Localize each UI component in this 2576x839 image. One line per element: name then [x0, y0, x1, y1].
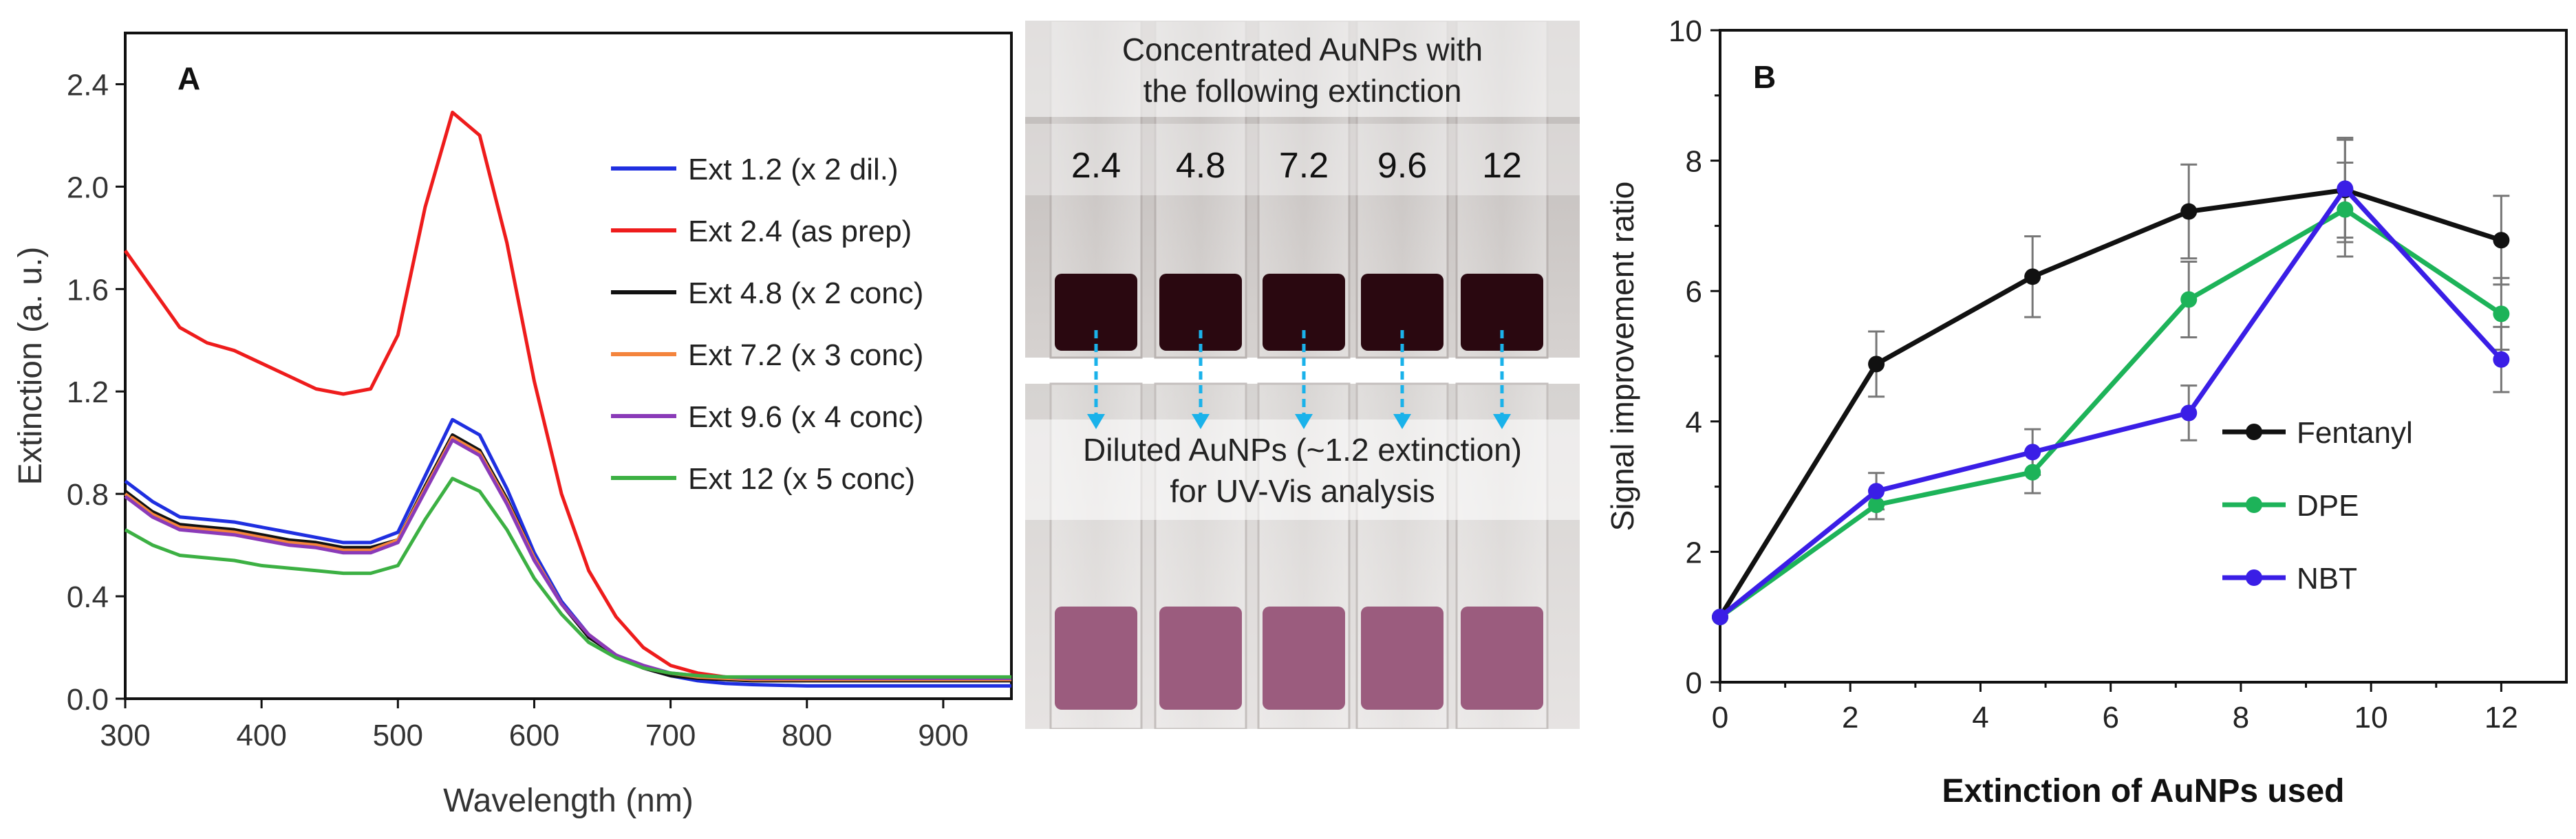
- panel-label-a: A: [178, 61, 200, 96]
- legend-label-b: Fentanyl: [2297, 416, 2413, 450]
- y-axis-title-b: Signal improvement ratio: [1604, 182, 1640, 532]
- dilution-arrowhead: [1192, 414, 1210, 429]
- y-tick-label-a: 2.0: [67, 171, 109, 204]
- plot-frame-b: [1719, 29, 2568, 684]
- x-tick-label-a: 400: [236, 719, 286, 752]
- data-point-b: [2024, 444, 2041, 461]
- vial-liquid-diluted: [1263, 607, 1345, 710]
- x-tick-label-a: 700: [645, 719, 696, 752]
- y-axis-title-a: Extinction (a. u.): [12, 247, 49, 486]
- legend-marker-b: [2246, 424, 2262, 440]
- legend-label-a: Ext 9.6 (x 4 conc): [688, 400, 923, 434]
- series-line-b: [1718, 207, 2503, 620]
- vial-label-5: 12: [1482, 146, 1522, 186]
- x-axis-title-b: Extinction of AuNPs used: [1942, 773, 2345, 809]
- vial-liquid-diluted: [1461, 607, 1543, 710]
- data-point-b: [2337, 201, 2354, 218]
- x-tick-label-b: 12: [2484, 701, 2518, 734]
- series-line-a: [124, 417, 1011, 688]
- legend-label-a: Ext 7.2 (x 3 conc): [688, 338, 923, 372]
- series-line-b: [1718, 186, 2503, 619]
- y-tick-label-b: 4: [1686, 406, 1702, 439]
- series-line-b: [1718, 187, 2502, 619]
- vial-liquid-concentrated: [1055, 274, 1137, 351]
- legend-label-a: Ext 12 (x 5 conc): [688, 462, 915, 496]
- vial-label-3: 7.2: [1279, 146, 1329, 186]
- x-tick-label-a: 300: [100, 719, 150, 752]
- x-tick-label-a: 600: [509, 719, 559, 752]
- plot-frame-a: [124, 32, 1013, 700]
- data-point-b: [1868, 356, 1885, 373]
- data-point-b: [2493, 232, 2510, 249]
- data-point-b: [2024, 268, 2041, 285]
- y-tick-label-b: 10: [1668, 14, 1702, 48]
- y-tick-label-a: 0.0: [67, 683, 109, 717]
- x-tick-label-a: 900: [918, 719, 968, 752]
- legend-label-b: DPE: [2297, 489, 2359, 523]
- vial-label-2: 4.8: [1176, 146, 1225, 186]
- y-tick-label-a: 1.2: [67, 375, 109, 409]
- y-tick-label-a: 2.4: [67, 68, 109, 102]
- top-caption-line1: Concentrated AuNPs with: [1122, 32, 1483, 67]
- x-tick-label-b: 6: [2102, 701, 2118, 734]
- legend-label-b: NBT: [2297, 562, 2357, 596]
- data-point-b: [2024, 464, 2041, 481]
- bottom-caption-line2: for UV-Vis analysis: [1170, 473, 1435, 509]
- y-tick-label-b: 6: [1686, 275, 1702, 309]
- x-tick-label-b: 0: [1712, 701, 1728, 734]
- vial-photo: Concentrated AuNPs with the following ex…: [1025, 21, 1580, 729]
- y-tick-label-b: 8: [1686, 145, 1702, 179]
- data-point-b: [1712, 609, 1728, 626]
- series-line-a: [124, 477, 1011, 679]
- y-tick-label-b: 0: [1686, 666, 1702, 700]
- panel-label-b: B: [1753, 59, 1776, 95]
- x-tick-label-a: 500: [373, 719, 423, 752]
- legend-label-a: Ext 4.8 (x 2 conc): [688, 276, 923, 310]
- data-point-b: [2493, 305, 2510, 323]
- data-point-b: [2493, 351, 2510, 368]
- chart-panel-a: 0.0 0.4 0.8 1.2 1.6 2.0 2.4 300 400 500 600 700 800 9…: [12, 32, 1013, 819]
- vial-liquid-concentrated: [1263, 274, 1345, 351]
- x-tick-label-b: 4: [1972, 701, 1988, 734]
- data-point-b: [2180, 203, 2198, 220]
- x-tick-label-b: 10: [2354, 701, 2388, 734]
- dilution-arrowhead: [1087, 414, 1105, 429]
- vial-label-4: 9.6: [1377, 146, 1427, 186]
- vial-liquid-concentrated: [1159, 274, 1242, 351]
- bottom-caption-line1: Diluted AuNPs (~1.2 extinction): [1083, 432, 1522, 468]
- vial-liquid-diluted: [1055, 607, 1137, 710]
- x-axis-title-a: Wavelength (nm): [443, 783, 694, 819]
- legend-marker-b: [2246, 497, 2262, 513]
- vial-liquid-diluted: [1361, 607, 1443, 710]
- chart-panel-b: 0 2 4 6 8 10 0 2 4 6 8 10 12 Extinction of AuNPs used…: [1604, 14, 2568, 809]
- data-point-b: [2337, 180, 2354, 197]
- dilution-arrowhead: [1295, 414, 1313, 429]
- vial-label-1: 2.4: [1071, 146, 1121, 186]
- series-line-a: [123, 110, 1011, 680]
- data-point-b: [1868, 483, 1885, 500]
- legend-label-a: Ext 1.2 (x 2 dil.): [688, 153, 899, 186]
- y-tick-label-a: 1.6: [67, 273, 109, 307]
- legend-marker-b: [2246, 569, 2262, 586]
- x-tick-label-a: 800: [782, 719, 832, 752]
- dilution-arrowhead: [1393, 414, 1411, 429]
- top-caption-line2: the following extinction: [1144, 73, 1462, 109]
- vial-liquid-concentrated: [1361, 274, 1443, 351]
- dilution-arrowhead: [1493, 414, 1511, 429]
- y-tick-label-a: 0.4: [67, 580, 109, 614]
- data-point-b: [2180, 291, 2198, 308]
- data-point-b: [1868, 497, 1885, 514]
- y-tick-label-b: 2: [1686, 536, 1702, 569]
- legend-label-a: Ext 2.4 (as prep): [688, 215, 912, 248]
- x-tick-label-b: 8: [2233, 701, 2249, 734]
- data-point-b: [2180, 404, 2198, 422]
- vial-liquid-concentrated: [1461, 274, 1543, 351]
- x-tick-label-b: 2: [1842, 701, 1858, 734]
- vial-liquid-diluted: [1159, 607, 1242, 710]
- y-tick-label-a: 0.8: [67, 478, 109, 512]
